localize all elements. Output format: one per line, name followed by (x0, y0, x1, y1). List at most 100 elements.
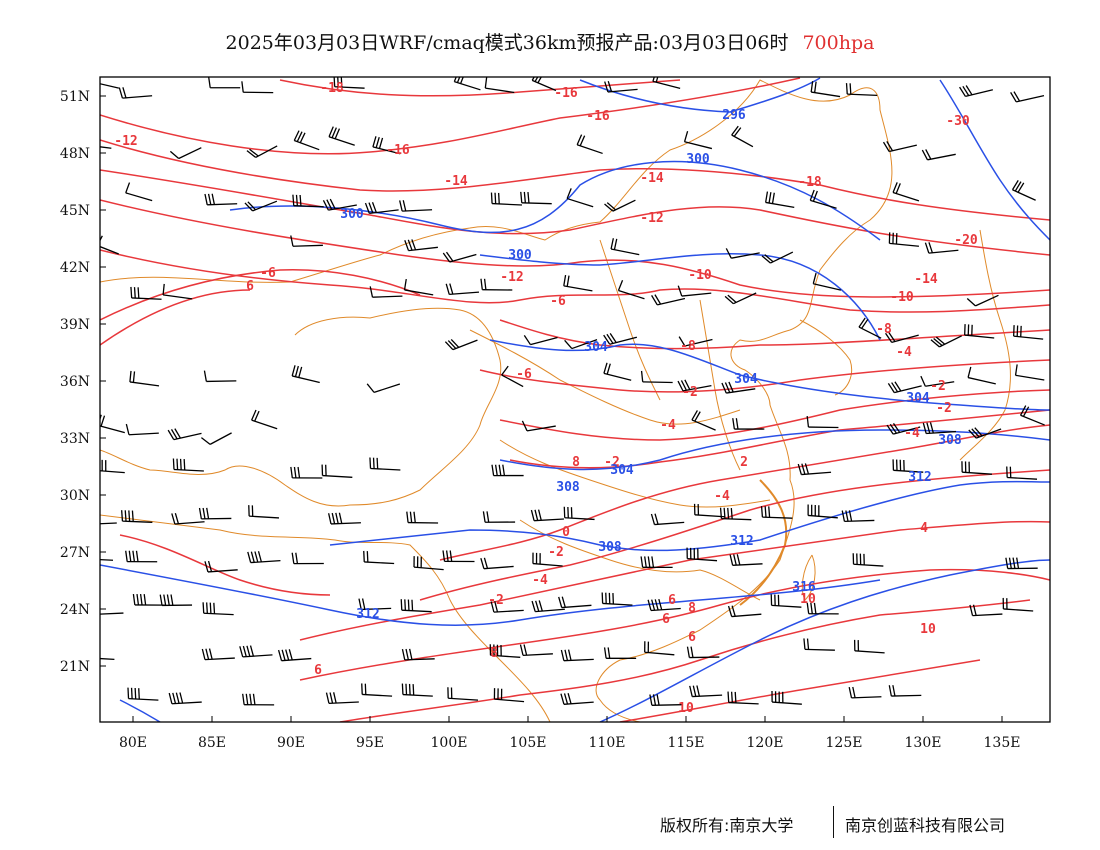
wind-barb (100, 146, 112, 149)
wind-barb (239, 645, 273, 658)
wind-barb (204, 193, 238, 206)
map-title: 2025年03月03日WRF/cmaq模式36km预报产品:03月03日06时 7… (0, 28, 1100, 55)
wind-barb (501, 365, 524, 388)
wind-barb (809, 189, 837, 209)
wind-barb (401, 683, 433, 697)
wind-barb (129, 370, 160, 387)
wind-barb (401, 648, 435, 661)
isotherm (419, 469, 1050, 601)
geopotential-label: 308 (938, 433, 962, 448)
temperature-label: -4 (660, 418, 676, 433)
wind-barb (920, 375, 955, 387)
wind-barb (1014, 364, 1045, 381)
temperature-label: 10 (800, 592, 816, 607)
temperature-label: -18 (798, 175, 822, 190)
temperature-label: -6 (550, 294, 566, 309)
wind-barb (810, 81, 841, 98)
wind-barb (325, 692, 359, 705)
province-border-4 (599, 239, 661, 401)
wind-barb (444, 338, 478, 351)
wind-barbs (100, 77, 1045, 706)
lat-label: 42N (60, 260, 90, 276)
wind-barb (959, 85, 994, 98)
wind-barb (100, 414, 125, 434)
wind-barb (400, 599, 432, 613)
wind-barb (100, 83, 119, 89)
temperature-label: -14 (444, 174, 468, 189)
wind-barb (677, 285, 712, 297)
wind-barb (689, 685, 723, 698)
wind-barb (760, 506, 793, 519)
temperature-label: 4 (920, 521, 928, 536)
lat-label: 27N (60, 545, 90, 561)
temperature-label: 6 (662, 612, 670, 627)
temperature-label: 8 (572, 455, 580, 470)
wind-barb (640, 556, 673, 569)
temperature-label: 10 (920, 622, 936, 637)
lat-label: 51N (60, 89, 90, 105)
wind-barb (130, 286, 162, 300)
temperature-label: -6 (516, 367, 532, 382)
wind-barb (484, 77, 515, 94)
lon-label: 80E (119, 735, 147, 751)
temperature-label: 6 (668, 593, 676, 608)
wind-barb (921, 149, 956, 161)
wind-barb (532, 552, 563, 567)
wind-barb (290, 235, 323, 247)
wind-barb (924, 242, 959, 254)
wind-barb (853, 639, 885, 654)
wind-barb (132, 593, 165, 606)
title-main: 2025年03月03日WRF/cmaq模式36km预报产品:03月03日06时 (225, 32, 789, 54)
lon-label: 110E (589, 735, 626, 751)
wind-barb (406, 511, 439, 524)
wind-barb (453, 77, 481, 91)
wind-barb (930, 335, 963, 348)
temperature-label: -16 (586, 109, 610, 124)
wind-barb (652, 77, 681, 89)
wind-barb (732, 418, 765, 430)
wind-barb (162, 283, 193, 300)
temperature-label: 6 (314, 663, 322, 678)
wind-barb (969, 604, 1003, 617)
wind-barb (482, 511, 516, 523)
wind-barb (100, 657, 115, 661)
credit-copyright: 版权所有:南京大学 (660, 816, 794, 835)
geopotential-label: 304 (584, 340, 608, 355)
wind-barb (125, 182, 153, 202)
japan-coast (959, 229, 1011, 461)
geopotential-label: 304 (906, 391, 930, 406)
wind-barb (610, 238, 640, 256)
isotherm (100, 169, 1050, 256)
wind-barb (333, 77, 365, 89)
wind-barb (369, 457, 401, 471)
wind-barb (964, 324, 995, 339)
geopotential-label: 296 (722, 108, 746, 123)
temperature-label: -4 (904, 426, 920, 441)
korea-border (799, 319, 853, 396)
lon-label: 115E (668, 735, 705, 751)
temperature-label: 6 (688, 630, 696, 645)
wind-barb (731, 125, 754, 148)
wind-barb (480, 557, 514, 570)
temperature-label: -16 (386, 143, 410, 158)
temperature-label: -14 (640, 171, 664, 186)
lon-label: 100E (431, 735, 468, 751)
wind-barb (797, 463, 832, 476)
wind-barb (251, 409, 278, 430)
wind-barb (447, 687, 479, 701)
contour (119, 699, 161, 722)
temperature-label: -10 (688, 268, 712, 283)
wind-barb (650, 513, 685, 526)
wind-barb (203, 370, 237, 383)
lat-label: 36N (60, 374, 90, 390)
wind-barb (246, 145, 278, 158)
wind-barb (886, 422, 921, 435)
wind-barb (293, 130, 320, 151)
wind-barb (167, 428, 202, 441)
wind-barb (922, 422, 957, 435)
isotherm (619, 659, 981, 722)
wind-barb (1002, 597, 1034, 612)
wind-barb (560, 693, 594, 705)
taiwan-coast (801, 554, 816, 601)
wind-barb (719, 507, 752, 521)
